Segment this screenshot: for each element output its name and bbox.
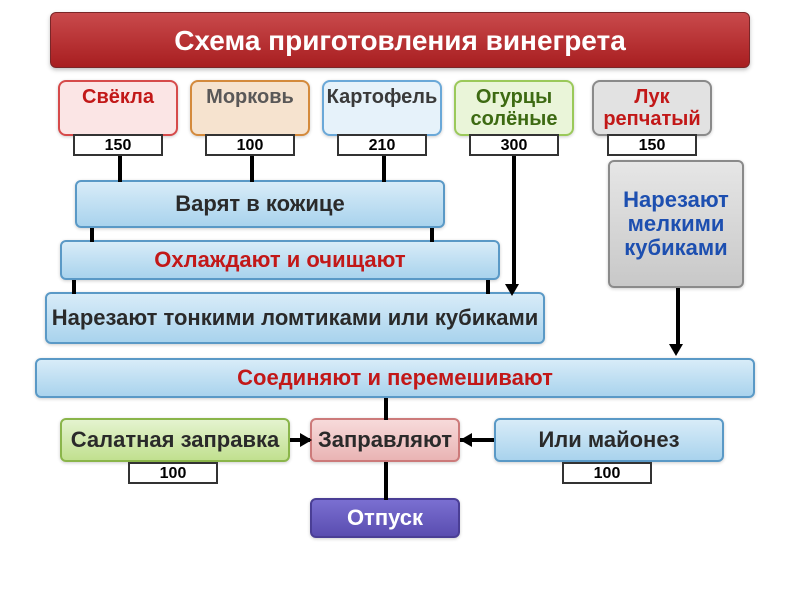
arrowhead-right-icon <box>300 433 312 447</box>
qty-potato: 210 <box>337 134 427 156</box>
ingredient-label: Картофель <box>327 86 438 108</box>
ingredient-pickled-cucumber: Огурцы солёные <box>454 80 574 136</box>
step-season: Заправляют <box>310 418 460 462</box>
connector-line <box>250 156 254 182</box>
step-release: Отпуск <box>310 498 460 538</box>
arrowhead-down-icon <box>669 344 683 356</box>
ingredient-potato: Картофель <box>322 80 442 136</box>
qty-onion: 150 <box>607 134 697 156</box>
step-dressing: Салатная заправка <box>60 418 290 462</box>
ingredient-label: Свёкла <box>82 86 154 108</box>
connector-line <box>430 228 434 242</box>
ingredient-label: Лук репчатый <box>603 86 700 130</box>
arrowhead-down-icon <box>505 284 519 296</box>
connector-line <box>384 462 388 500</box>
connector-line <box>384 398 388 420</box>
connector-line <box>486 280 490 294</box>
qty-dressing: 100 <box>128 462 218 484</box>
step-cool: Охлаждают и очищают <box>60 240 500 280</box>
step-cubes: Нарезают мелкими кубиками <box>608 160 744 288</box>
ingredient-beet: Свёкла <box>58 80 178 136</box>
step-mayo: Или майонез <box>494 418 724 462</box>
qty-cucumber: 300 <box>469 134 559 156</box>
connector-line <box>382 156 386 182</box>
connector-line <box>72 280 76 294</box>
connector-line <box>90 228 94 242</box>
step-boil: Варят в кожице <box>75 180 445 228</box>
page-title: Схема приготовления винегрета <box>50 12 750 68</box>
ingredient-carrot: Морковь <box>190 80 310 136</box>
ingredient-onion: Лук репчатый <box>592 80 712 136</box>
qty-mayo: 100 <box>562 462 652 484</box>
connector-line <box>512 156 516 286</box>
connector-line <box>118 156 122 182</box>
qty-carrot: 100 <box>205 134 295 156</box>
step-combine: Соединяют и перемешивают <box>35 358 755 398</box>
ingredient-label: Морковь <box>206 86 294 108</box>
connector-line <box>676 288 680 346</box>
arrowhead-left-icon <box>460 433 472 447</box>
qty-beet: 150 <box>73 134 163 156</box>
step-slice: Нарезают тонкими ломтиками или кубиками <box>45 292 545 344</box>
ingredient-label: Огурцы солёные <box>471 86 558 130</box>
